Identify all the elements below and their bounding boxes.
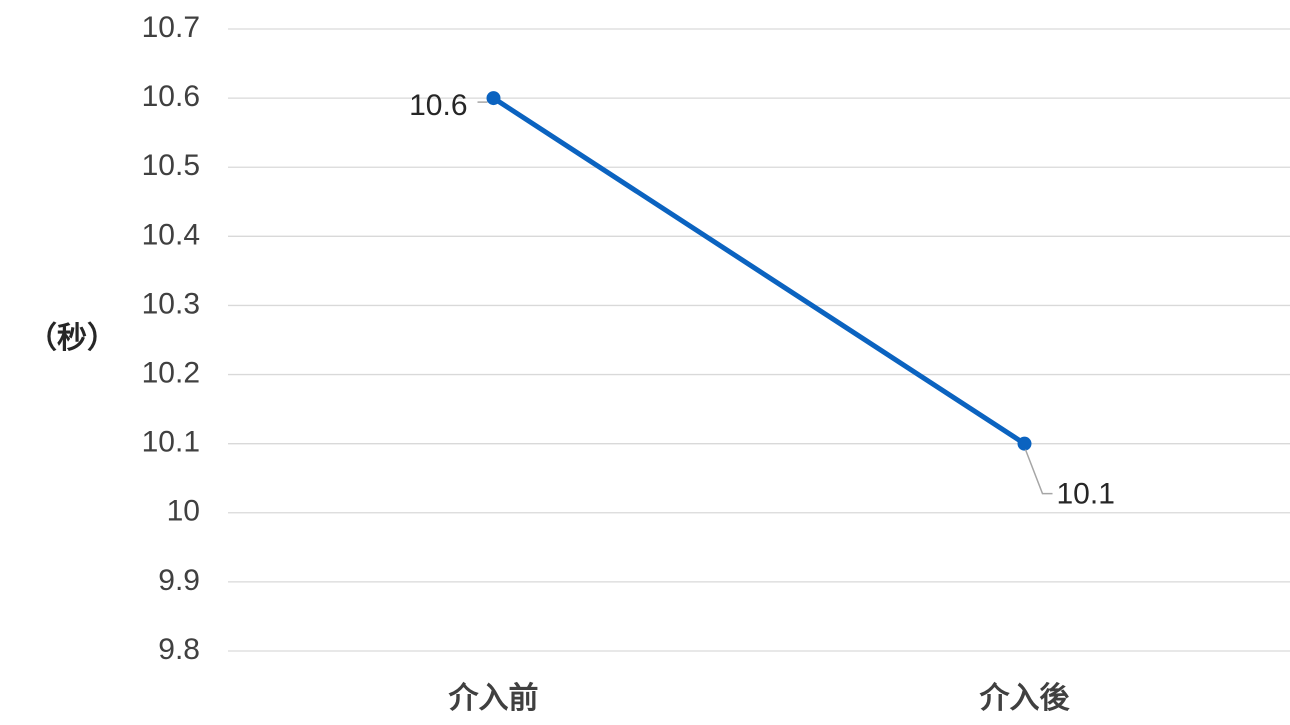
series-line-layer — [486, 91, 1032, 451]
data-label: 10.6 — [409, 89, 467, 122]
y-axis-label: （秒） — [27, 321, 117, 355]
y-tick-label: 10.1 — [142, 426, 200, 459]
data-point — [1017, 436, 1032, 451]
y-tick-label: 9.9 — [158, 564, 200, 597]
data-point — [486, 91, 501, 106]
y-tick-label: 10.4 — [142, 218, 200, 251]
series-line — [491, 95, 1027, 447]
data-label: 10.1 — [1057, 478, 1115, 511]
y-tick-label: 9.8 — [158, 633, 200, 666]
leader-line — [1024, 449, 1053, 495]
x-tick-label: 介入後 — [979, 682, 1071, 715]
data-labels: 10.6 10.1 — [409, 89, 1115, 511]
y-tick-label: 10 — [167, 495, 200, 528]
y-tick-label: 10.7 — [142, 11, 200, 44]
y-tick-label: 10.6 — [142, 80, 200, 113]
y-tick-label: 10.5 — [142, 149, 200, 182]
gridlines — [228, 28, 1290, 652]
x-axis-ticks: 介入前 介入後 — [448, 682, 1071, 715]
x-tick-label: 介入前 — [448, 682, 539, 715]
y-tick-label: 10.2 — [142, 356, 200, 389]
y-tick-label: 10.3 — [142, 287, 200, 320]
y-axis-ticks: 10.7 10.6 10.5 10.4 10.3 10.2 10.1 10 9.9 9.8 — [142, 11, 200, 666]
